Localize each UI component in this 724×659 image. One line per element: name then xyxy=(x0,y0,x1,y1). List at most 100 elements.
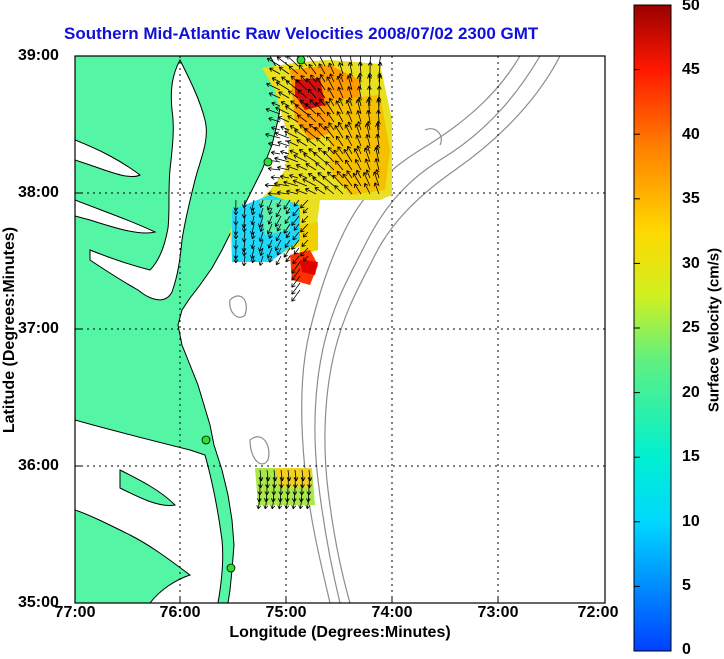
velocity-arrow xyxy=(256,497,262,510)
velocity-arrow xyxy=(284,215,291,224)
velocity-arrow xyxy=(325,101,335,115)
velocity-arrow xyxy=(268,255,273,263)
velocity-arrow xyxy=(289,173,299,179)
velocity-arrow xyxy=(372,171,380,187)
velocity-arrow xyxy=(328,122,335,131)
velocity-arrow xyxy=(291,261,301,274)
velocity-arrow xyxy=(265,107,281,115)
velocity-arrow xyxy=(241,255,247,267)
velocity-arrow xyxy=(316,112,326,123)
velocity-arrow xyxy=(266,199,273,211)
velocity-arrow xyxy=(284,130,299,139)
velocity-arrow xyxy=(316,77,326,91)
velocity-arrow xyxy=(271,101,281,107)
velocity-arrow xyxy=(363,147,371,163)
velocity-arrow xyxy=(268,141,281,147)
velocity-arrow xyxy=(346,170,353,179)
velocity-arrow xyxy=(300,199,309,209)
velocity-arrow xyxy=(366,109,371,123)
velocity-arrow xyxy=(338,121,344,131)
velocity-arrow xyxy=(327,87,335,99)
y-tick-label: 39:00 xyxy=(18,47,59,64)
velocity-arrow xyxy=(274,131,290,139)
y-tick-label: 35:00 xyxy=(18,594,59,611)
velocity-arrow xyxy=(332,174,344,187)
colorbar-tick-label: 0 xyxy=(682,641,691,658)
velocity-arrow xyxy=(283,199,291,210)
velocity-arrow xyxy=(258,255,264,266)
velocity-arrow xyxy=(335,100,344,115)
velocity-arrow xyxy=(318,63,326,75)
velocity-arrow xyxy=(376,85,382,99)
velocity-arrow xyxy=(322,175,335,187)
velocity-arrow xyxy=(315,162,326,171)
velocity-arrow xyxy=(356,145,362,155)
velocity-arrow xyxy=(307,88,317,99)
velocity-arrow xyxy=(304,103,317,115)
velocity-arrow xyxy=(270,497,276,510)
colorbar-tick-label: 20 xyxy=(682,384,700,401)
velocity-arrow xyxy=(314,187,326,195)
velocity-arrow xyxy=(292,231,300,241)
velocity-arrow xyxy=(325,161,335,171)
map-title: Southern Mid-Atlantic Raw Velocities 200… xyxy=(64,24,539,43)
velocity-arrow xyxy=(259,199,264,208)
velocity-arrow xyxy=(271,126,281,131)
velocity-arrow xyxy=(298,149,308,155)
velocity-arrow xyxy=(268,92,281,99)
velocity-arrow xyxy=(300,223,309,233)
velocity-arrow xyxy=(345,99,353,115)
velocity-arrow xyxy=(287,115,299,123)
colorbar-label: Surface Velocity (cm/s) xyxy=(705,247,723,413)
velocity-arrow xyxy=(233,207,239,216)
velocity-arrow xyxy=(242,199,247,209)
velocity-arrow xyxy=(258,239,264,252)
velocity-arrow xyxy=(275,106,290,115)
velocity-arrow xyxy=(374,147,380,163)
velocity-arrow xyxy=(347,97,353,107)
velocity-arrow xyxy=(291,215,300,226)
velocity-arrow xyxy=(271,77,281,83)
velocity-arrow xyxy=(338,73,344,83)
velocity-arrow xyxy=(347,145,353,155)
velocity-arrow xyxy=(297,89,308,99)
velocity-arrow xyxy=(303,153,317,163)
colorbar-tick-label: 50 xyxy=(682,0,700,14)
velocity-arrow xyxy=(365,134,371,147)
velocity-arrow xyxy=(284,497,290,510)
velocity-arrow xyxy=(302,231,309,238)
velocity-arrow xyxy=(291,282,301,295)
velocity-arrow xyxy=(296,139,308,147)
velocity-arrow xyxy=(302,255,309,262)
velocity-arrow xyxy=(356,110,362,123)
velocity-arrow xyxy=(314,126,326,139)
x-tick-label: 76:00 xyxy=(159,604,201,621)
velocity-arrow xyxy=(345,135,353,147)
velocity-arrow xyxy=(329,73,335,83)
velocity-arrow xyxy=(375,133,380,147)
velocity-arrow xyxy=(352,172,362,187)
velocity-arrow xyxy=(278,91,290,99)
y-tick-label: 37:00 xyxy=(18,320,59,337)
velocity-arrow xyxy=(328,97,335,107)
velocity-arrow xyxy=(336,75,344,91)
velocity-arrow xyxy=(327,56,335,67)
velocity-arrow xyxy=(313,151,326,163)
velocity-arrow xyxy=(273,181,290,187)
velocity-arrow xyxy=(343,148,353,163)
velocity-arrow xyxy=(306,78,317,91)
velocity-arrow xyxy=(284,105,299,115)
velocity-arrow xyxy=(323,150,335,163)
velocity-arrow xyxy=(287,90,299,99)
velocity-field-south xyxy=(255,468,315,505)
velocity-arrow xyxy=(268,207,273,215)
velocity-arrow xyxy=(279,174,290,180)
velocity-arrow xyxy=(233,255,239,264)
x-axis-label: Longitude (Degrees:Minutes) xyxy=(229,624,451,641)
velocity-arrow xyxy=(289,149,299,155)
velocity-arrow xyxy=(333,149,344,163)
velocity-arrow xyxy=(258,215,264,228)
velocity-arrow xyxy=(258,207,264,218)
velocity-arrow xyxy=(324,125,335,139)
velocity-arrow xyxy=(265,132,281,139)
